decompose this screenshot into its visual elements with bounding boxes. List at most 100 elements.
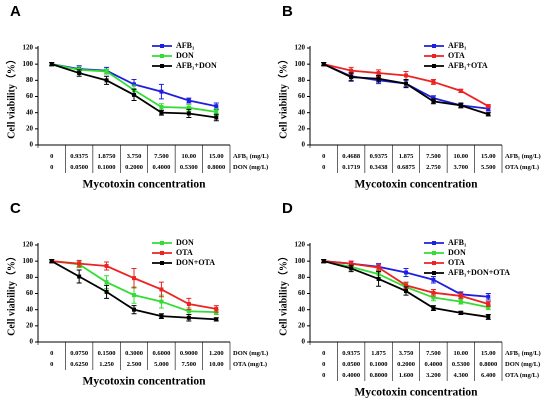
y-tick-label: 0 <box>302 338 306 346</box>
panel-label: D <box>282 200 293 217</box>
y-tick-label: 20 <box>298 321 306 329</box>
x-table-cell: 7.500 <box>182 361 197 368</box>
y-tick-label: 80 <box>26 273 34 281</box>
x-table-cell: 7.500 <box>426 350 441 357</box>
y-tick-label: 60 <box>298 289 306 297</box>
data-point <box>431 277 436 282</box>
data-point <box>486 314 491 319</box>
x-table-cell: 0.9000 <box>180 350 198 357</box>
data-point <box>431 96 436 101</box>
x-table-cell: 0.6250 <box>70 361 88 368</box>
data-point <box>77 261 82 266</box>
panel-label: C <box>10 200 21 217</box>
x-table-cell: 0.3000 <box>125 350 143 357</box>
x-table-cell: 0.4000 <box>424 361 442 368</box>
data-point <box>104 78 109 83</box>
x-table-cell: 15.00 <box>481 153 496 160</box>
x-table-cell: 0.6000 <box>152 350 170 357</box>
x-table-cell: 2.500 <box>127 361 142 368</box>
data-point <box>458 103 463 108</box>
legend-label: AFB₁+DON <box>176 61 217 70</box>
x-table-cell: 0 <box>322 350 325 357</box>
legend-marker <box>432 64 436 68</box>
data-point <box>431 79 436 84</box>
y-tick-label: 120 <box>295 44 306 52</box>
legend-marker <box>160 54 164 58</box>
x-table-cell: 10.00 <box>209 361 224 368</box>
y-tick-label: 60 <box>26 289 34 297</box>
data-point <box>132 92 136 97</box>
y-tick-label: 120 <box>23 44 34 52</box>
data-point <box>214 306 219 311</box>
x-table-cell: 0.8000 <box>479 361 497 368</box>
x-table-cell: 3.750 <box>399 350 414 357</box>
x-table-cell: 10.00 <box>454 153 469 160</box>
x-table-row-label: AFB₁ (mg/L) <box>233 153 269 160</box>
x-table-row-label: OTA (mg/L) <box>233 361 267 368</box>
x-table-cell: 0 <box>50 361 53 368</box>
data-point <box>486 302 491 307</box>
data-point <box>159 314 164 319</box>
y-tick-label: 40 <box>26 305 34 313</box>
legend-label: OTA <box>448 258 465 267</box>
x-table-cell: 0.4688 <box>342 153 361 160</box>
legend-marker <box>432 251 436 255</box>
data-point <box>376 265 381 270</box>
y-tick-label: 0 <box>302 141 306 149</box>
x-table-cell: 1.875 <box>399 153 414 160</box>
y-tick-label: 120 <box>295 241 306 249</box>
data-point <box>159 89 164 94</box>
x-table-cell: 15.00 <box>209 153 224 160</box>
x-table-cell: 0 <box>322 164 325 171</box>
data-point <box>458 310 463 315</box>
data-point <box>431 99 436 104</box>
data-point <box>132 82 136 87</box>
data-point <box>104 280 109 285</box>
x-table-row-label: AFB₁ (mg/L) <box>505 350 541 357</box>
legend-marker <box>432 54 436 58</box>
x-table-cell: 0.1000 <box>98 164 116 171</box>
y-tick-label: 0 <box>30 141 34 149</box>
x-table-cell: 0.2000 <box>125 164 143 171</box>
legend-marker <box>432 271 436 275</box>
data-point <box>214 109 219 114</box>
data-point <box>132 276 136 281</box>
data-point <box>132 293 136 298</box>
y-tick-label: 0 <box>30 338 34 346</box>
x-table-cell: 15.00 <box>481 350 496 357</box>
y-tick-label: 20 <box>298 124 306 132</box>
data-point <box>486 112 491 117</box>
data-point <box>486 305 491 310</box>
legend-marker <box>160 241 164 245</box>
data-point <box>49 62 54 67</box>
data-point <box>404 73 408 78</box>
y-tick-label: 80 <box>26 76 34 84</box>
x-table-cell: 0.8000 <box>370 372 388 379</box>
y-tick-label: 60 <box>26 92 34 100</box>
data-point <box>104 264 109 269</box>
x-table-cell: 0.1500 <box>98 350 116 357</box>
legend-label: AFB₁ <box>448 238 467 247</box>
x-table-cell: 0.9375 <box>70 153 89 160</box>
data-point <box>376 276 381 281</box>
data-point <box>159 299 164 304</box>
x-table-cell: 0 <box>50 164 53 171</box>
x-table-cell: 0.9375 <box>370 153 389 160</box>
data-point <box>486 104 491 109</box>
x-table-cell: 3.750 <box>127 153 142 160</box>
x-table-cell: 0.0750 <box>70 350 88 357</box>
x-table-row-label: OTA (mg/L) <box>505 372 539 379</box>
x-table-cell: 0.2000 <box>397 361 415 368</box>
data-point <box>349 68 354 73</box>
x-axis-title: Mycotoxin concentration <box>355 179 479 191</box>
legend-label: AFB₁ <box>448 41 467 50</box>
y-tick-label: 120 <box>23 241 34 249</box>
legend-label: DON <box>176 238 194 247</box>
data-point <box>186 302 191 307</box>
data-point <box>77 274 82 279</box>
data-point <box>431 295 436 300</box>
x-table-cell: 5.500 <box>481 164 496 171</box>
data-point <box>214 115 219 120</box>
legend-label: DON+OTA <box>176 258 215 267</box>
